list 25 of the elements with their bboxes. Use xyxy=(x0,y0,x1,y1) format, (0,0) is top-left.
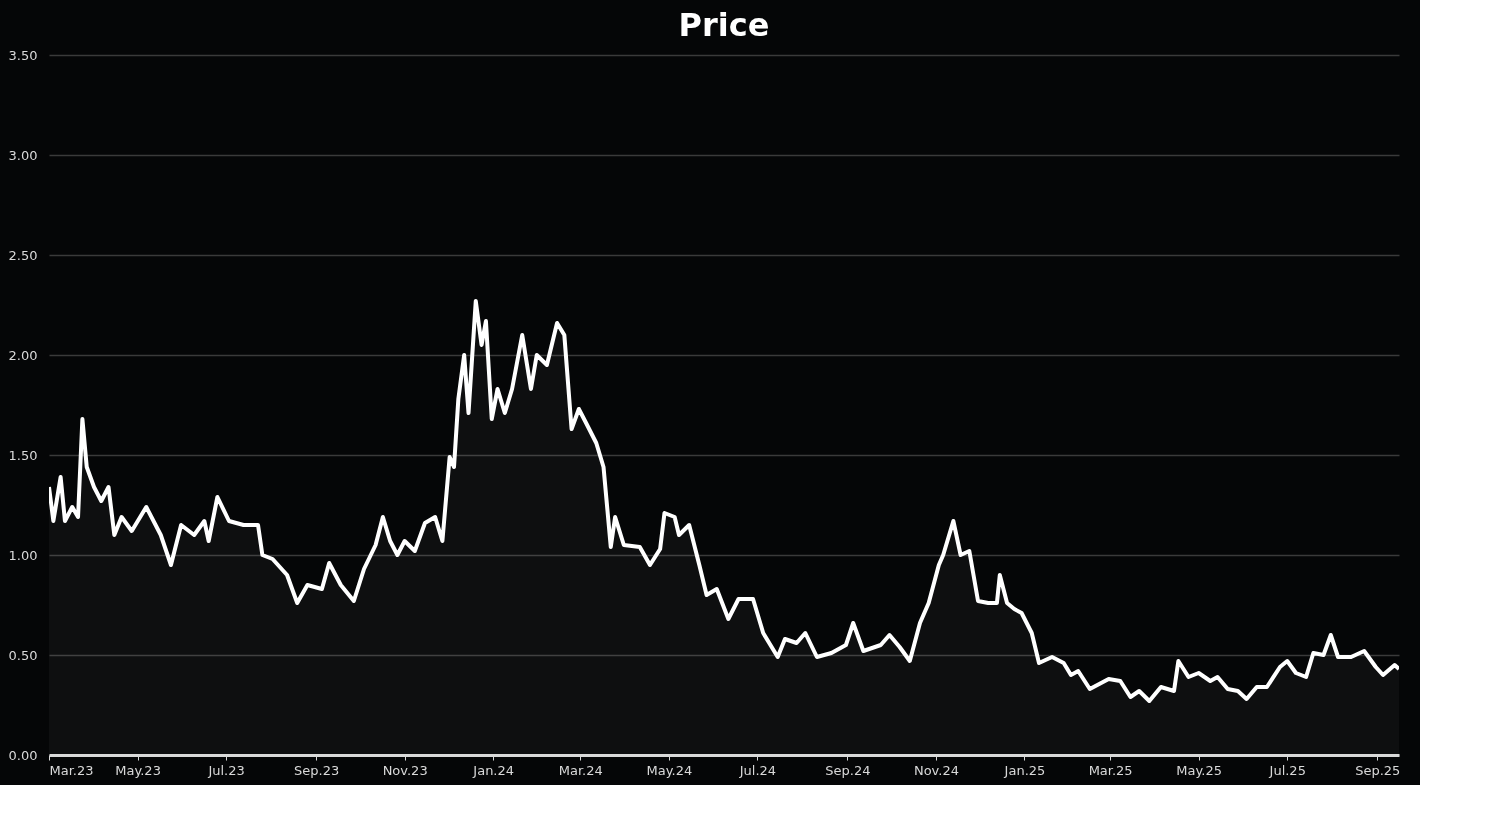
x-tick-label: Sep.25 xyxy=(1355,762,1401,778)
x-tick-label: May.23 xyxy=(115,762,161,778)
x-tick-label: Jan.25 xyxy=(1003,762,1046,778)
y-tick-label: 1.50 xyxy=(8,447,38,463)
x-tick-label: Sep.24 xyxy=(825,762,871,778)
x-tick-label: Jul.25 xyxy=(1268,762,1306,778)
x-tick-label: Jul.23 xyxy=(207,762,245,778)
x-tick-label: May.24 xyxy=(646,762,693,778)
y-tick-label: 1.00 xyxy=(8,547,38,563)
x-tick-label: Nov.24 xyxy=(913,762,959,778)
y-tick-label: 2.50 xyxy=(8,247,38,263)
x-tick-label: Jul.24 xyxy=(738,762,777,778)
y-tick-label: 3.50 xyxy=(8,47,38,63)
y-tick-label: 0.00 xyxy=(8,747,38,763)
x-tick-label: Nov.23 xyxy=(382,762,428,778)
x-tick-label: Mar.24 xyxy=(558,762,603,778)
y-tick-label: 3.00 xyxy=(8,147,38,163)
x-tick-label: Jan.24 xyxy=(472,762,515,778)
x-tick-label: May.25 xyxy=(1176,762,1223,778)
y-tick-label: 2.00 xyxy=(8,347,38,363)
y-tick-label: 0.50 xyxy=(8,647,38,663)
x-tick-label: Mar.23 xyxy=(49,762,94,778)
x-tick-label: Sep.23 xyxy=(294,762,340,778)
x-tick-label: Mar.25 xyxy=(1088,762,1133,778)
chart-title: Price xyxy=(678,6,770,44)
